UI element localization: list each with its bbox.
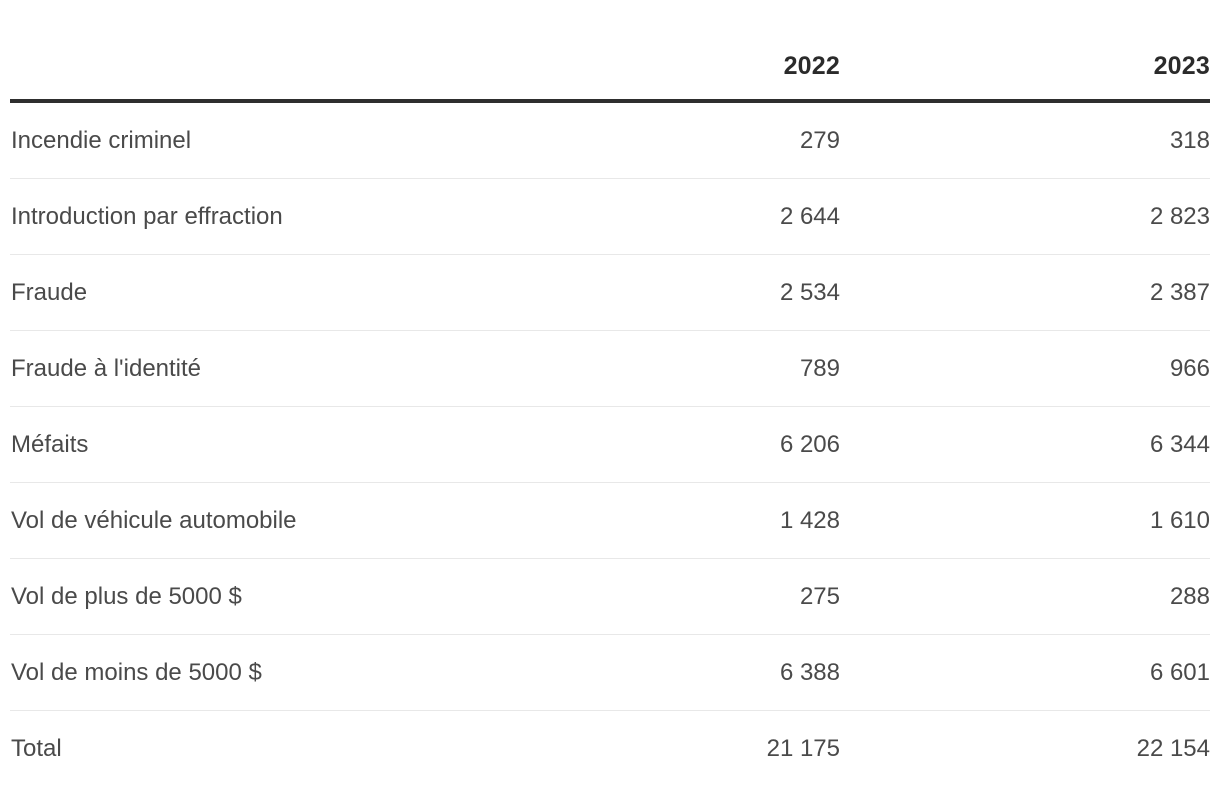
table-row: Fraude à l'identité 789 966 [10, 330, 1210, 407]
table-row: Vol de plus de 5000 $ 275 288 [10, 558, 1210, 635]
row-label: Incendie criminel [10, 101, 470, 179]
row-label: Méfaits [10, 406, 470, 483]
crime-stats-table: 2022 2023 Incendie criminel 279 318 Intr… [10, 0, 1210, 786]
value-2023: 6 601 [840, 634, 1210, 711]
value-2022: 2 644 [470, 178, 840, 255]
row-label: Vol de moins de 5000 $ [10, 634, 470, 711]
value-2023: 288 [840, 558, 1210, 635]
value-2022: 279 [470, 101, 840, 179]
row-label: Vol de véhicule automobile [10, 482, 470, 559]
value-2023: 6 344 [840, 406, 1210, 483]
table-row: Vol de moins de 5000 $ 6 388 6 601 [10, 634, 1210, 711]
value-2022: 6 206 [470, 406, 840, 483]
value-2022: 275 [470, 558, 840, 635]
header-row: 2022 2023 [10, 0, 1210, 103]
value-2023: 2 387 [840, 254, 1210, 331]
value-2023: 2 823 [840, 178, 1210, 255]
table-row: Fraude 2 534 2 387 [10, 254, 1210, 331]
row-label: Introduction par effraction [10, 178, 470, 255]
value-2022: 21 175 [766, 735, 840, 762]
table-row: Vol de véhicule automobile 1 428 1 610 [10, 482, 1210, 559]
value-2023: 22 154 [1136, 735, 1210, 762]
table-row: Incendie criminel 279 318 [10, 101, 1210, 179]
table-row: Introduction par effraction 2 644 2 823 [10, 178, 1210, 255]
table-row: Méfaits 6 206 6 344 [10, 406, 1210, 483]
header-2022: 2022 [470, 0, 840, 103]
header-empty [10, 0, 470, 103]
value-2022: 1 428 [470, 482, 840, 559]
row-label: Fraude [10, 254, 470, 331]
value-2023: 1 610 [840, 482, 1210, 559]
row-label: Total [11, 735, 62, 762]
crime-stats-table-container: 2022 2023 Incendie criminel 279 318 Intr… [10, 0, 1210, 786]
row-label: Fraude à l'identité [10, 330, 470, 407]
value-2022: 6 388 [470, 634, 840, 711]
row-label: Vol de plus de 5000 $ [10, 558, 470, 635]
value-2022: 2 534 [470, 254, 840, 331]
header-2023: 2023 [840, 0, 1210, 103]
value-2023: 318 [840, 101, 1210, 179]
table-row-total: Total 21 175 22 154 [10, 711, 1210, 787]
value-2023: 966 [840, 330, 1210, 407]
value-2022: 789 [470, 330, 840, 407]
